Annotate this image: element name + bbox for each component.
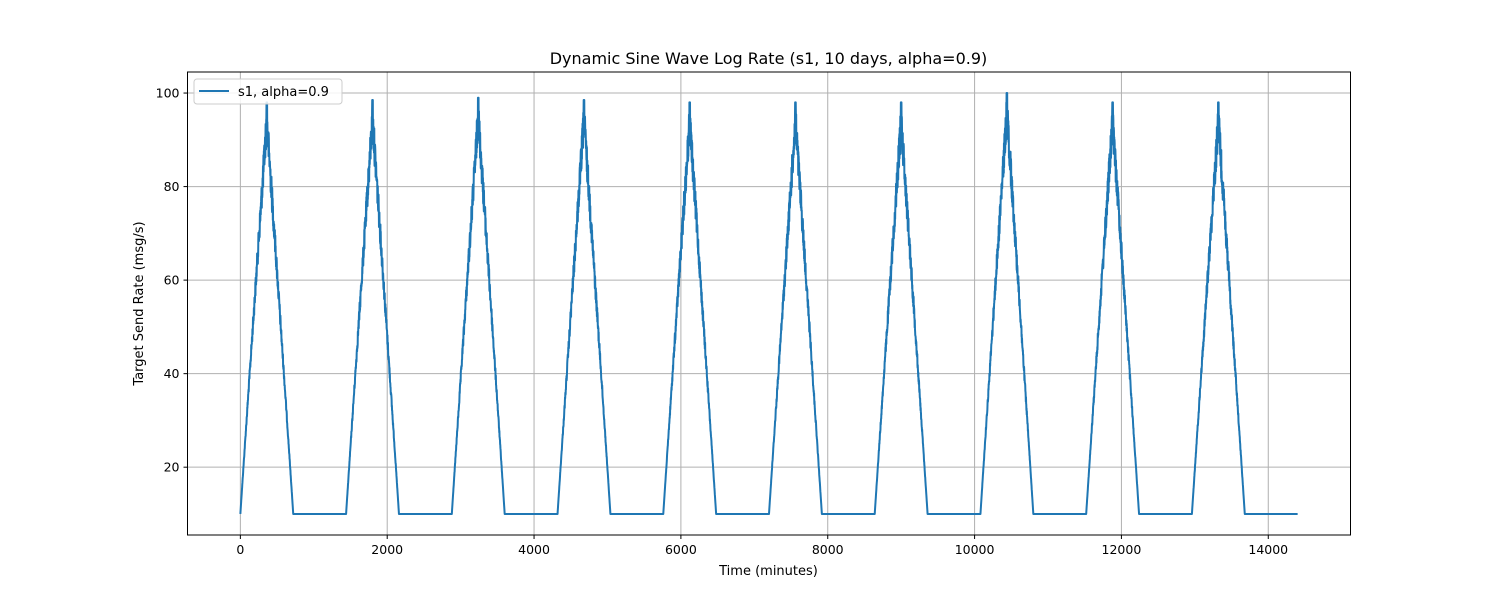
grid-lines bbox=[187, 72, 1351, 535]
plot-frame bbox=[187, 71, 1351, 536]
legend: s1, alpha=0.9 bbox=[193, 78, 343, 105]
series-layer bbox=[239, 92, 1299, 515]
y-axis-ticks: 20 40 60 80 100 bbox=[156, 86, 188, 475]
legend-label: s1, alpha=0.9 bbox=[238, 85, 329, 100]
y-tick-label-4: 100 bbox=[156, 86, 180, 101]
x-tick-label-1: 2000 bbox=[371, 542, 403, 557]
x-tick-label-3: 6000 bbox=[665, 542, 697, 557]
x-tick-label-0: 0 bbox=[236, 542, 244, 557]
x-axis-ticks: 0 2000 4000 6000 8000 10000 12000 14000 bbox=[236, 535, 1288, 557]
chart-title: Dynamic Sine Wave Log Rate (s1, 10 days,… bbox=[550, 49, 988, 68]
x-tick-label-5: 10000 bbox=[955, 542, 995, 557]
y-axis-label: Target Send Rate (msg/s) bbox=[132, 221, 147, 386]
series-line-0 bbox=[239, 92, 1299, 515]
y-tick-label-3: 80 bbox=[164, 179, 180, 194]
x-tick-label-4: 8000 bbox=[812, 542, 844, 557]
x-tick-label-7: 14000 bbox=[1248, 542, 1288, 557]
x-axis-label: Time (minutes) bbox=[718, 564, 818, 579]
legend-box bbox=[193, 78, 343, 105]
y-tick-label-1: 40 bbox=[164, 366, 180, 381]
y-tick-label-2: 60 bbox=[164, 273, 180, 288]
x-tick-label-2: 4000 bbox=[518, 542, 550, 557]
x-tick-label-6: 12000 bbox=[1102, 542, 1142, 557]
y-tick-label-0: 20 bbox=[164, 460, 180, 475]
